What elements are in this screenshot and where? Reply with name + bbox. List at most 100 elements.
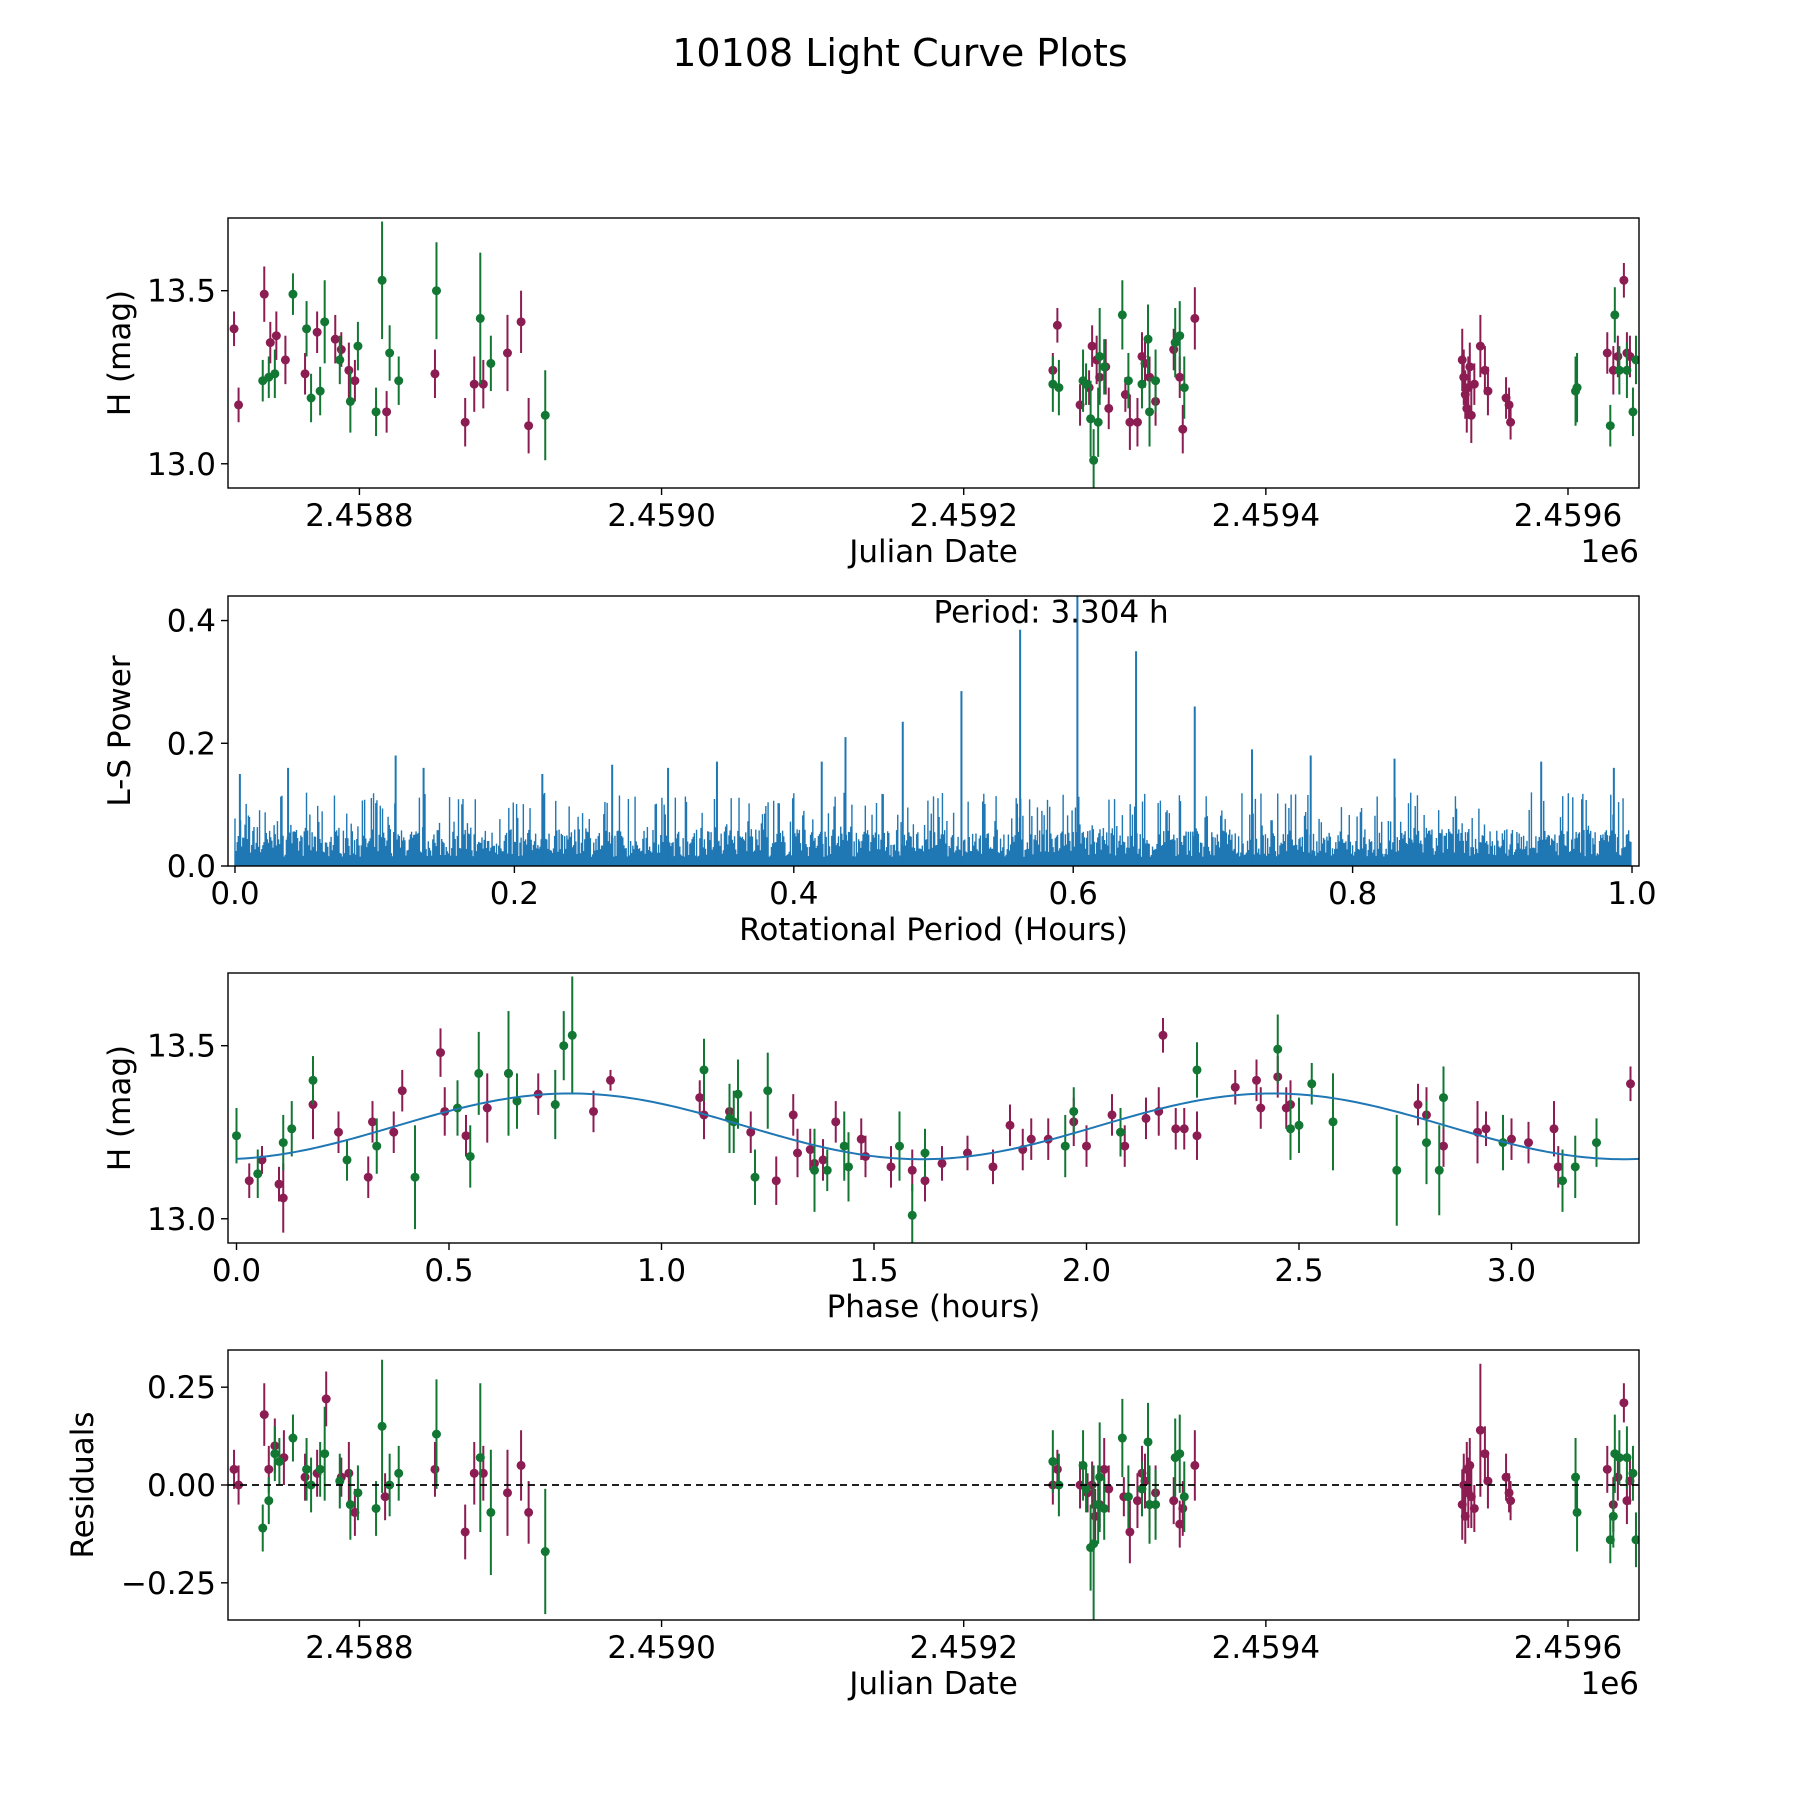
data-point xyxy=(1048,1457,1058,1467)
data-point xyxy=(1116,1127,1125,1137)
data-point xyxy=(1619,1398,1629,1408)
series-band-2 xyxy=(258,1359,1639,1620)
data-point xyxy=(363,1172,373,1182)
data-point xyxy=(1089,455,1099,465)
data-point xyxy=(410,1172,420,1182)
data-point xyxy=(907,1165,917,1175)
x-axis-label: Rotational Period (Hours) xyxy=(739,912,1128,948)
data-point xyxy=(380,1492,390,1502)
y-tick-label: −0.25 xyxy=(121,1566,216,1602)
data-point xyxy=(320,1449,330,1459)
data-point xyxy=(315,386,325,396)
data-point xyxy=(1095,351,1105,361)
data-point xyxy=(465,1151,475,1161)
periodogram-noise xyxy=(234,792,1632,866)
data-point xyxy=(353,341,363,351)
data-point xyxy=(771,1176,781,1186)
data-point xyxy=(1457,355,1467,365)
data-point xyxy=(342,1155,352,1165)
data-point xyxy=(1192,1065,1202,1075)
data-point xyxy=(699,1065,709,1075)
data-point xyxy=(920,1148,930,1158)
data-point xyxy=(394,1468,404,1478)
data-point xyxy=(1117,310,1127,320)
y-tick-label: 0.00 xyxy=(147,1468,216,1504)
x-tick-label: 0.4 xyxy=(769,876,818,912)
x-tick-label: 1.0 xyxy=(1607,876,1656,912)
data-point xyxy=(371,407,381,417)
data-point xyxy=(308,1075,318,1085)
y-axis-label: Residuals xyxy=(65,1411,101,1558)
data-point xyxy=(382,407,392,417)
y-axis-label: L-S Power xyxy=(102,655,138,806)
data-point xyxy=(377,1421,387,1431)
data-point xyxy=(320,317,330,327)
data-point xyxy=(1123,376,1133,386)
data-point xyxy=(486,1507,496,1517)
data-point xyxy=(486,358,496,368)
data-point xyxy=(1465,362,1475,372)
data-point xyxy=(1469,1503,1479,1513)
y-axis-label: H (mag) xyxy=(102,1045,138,1171)
data-point xyxy=(1469,379,1479,389)
data-point xyxy=(1256,1103,1266,1113)
data-point xyxy=(1610,310,1620,320)
data-point xyxy=(1619,275,1629,285)
data-point xyxy=(1104,1484,1114,1494)
data-point xyxy=(1504,400,1514,410)
data-point xyxy=(606,1075,615,1085)
data-point xyxy=(763,1086,773,1096)
period-annotation: Period: 3.304 h xyxy=(934,595,1169,631)
data-point xyxy=(368,1117,377,1127)
residuals-panel: 2.4588 2.4590 2.4592 2.4594 2.4596 0.25 0.00 −0… xyxy=(65,1349,1640,1702)
data-point xyxy=(474,1068,484,1078)
data-point xyxy=(397,1086,407,1096)
data-point xyxy=(469,1468,479,1478)
data-point xyxy=(1524,1138,1533,1148)
data-point xyxy=(1192,1131,1202,1141)
data-point xyxy=(1145,407,1155,417)
x-tick-label: 0.5 xyxy=(424,1253,473,1289)
data-point xyxy=(259,289,269,299)
data-point xyxy=(482,1103,492,1113)
data-point xyxy=(822,1165,832,1175)
data-point xyxy=(589,1106,598,1116)
data-point xyxy=(844,1162,853,1172)
data-point xyxy=(1137,379,1147,389)
data-point xyxy=(516,1460,526,1470)
x-tick-label: 0.0 xyxy=(210,876,259,912)
data-point xyxy=(244,1176,254,1186)
data-point xyxy=(278,1138,288,1148)
data-point xyxy=(1614,1453,1624,1463)
x-axis-label: Julian Date xyxy=(847,534,1018,570)
data-point xyxy=(937,1158,947,1168)
data-point xyxy=(502,348,512,358)
data-point xyxy=(1413,1100,1423,1110)
data-point xyxy=(385,348,395,358)
x-tick-label: 2.5 xyxy=(1274,1253,1323,1289)
data-point xyxy=(839,1141,849,1151)
y-axis-label: H (mag) xyxy=(102,290,138,416)
x-tick-label: 1.5 xyxy=(849,1253,898,1289)
data-point xyxy=(1125,417,1135,427)
data-point xyxy=(1571,1472,1581,1482)
data-point xyxy=(1466,410,1476,420)
data-point xyxy=(389,1127,399,1137)
data-point xyxy=(1572,383,1582,393)
y-tick-label: 13.5 xyxy=(147,1029,216,1065)
data-point xyxy=(287,1124,297,1134)
data-point xyxy=(1622,365,1632,375)
data-point xyxy=(1179,1124,1189,1134)
data-point xyxy=(1137,1484,1147,1494)
data-point xyxy=(805,1145,815,1155)
data-point xyxy=(345,1500,355,1510)
data-point xyxy=(234,400,244,410)
data-point xyxy=(1093,417,1103,427)
x-tick-label: 2.4594 xyxy=(1212,1630,1320,1666)
data-point xyxy=(1475,1425,1485,1435)
data-point xyxy=(540,410,550,420)
data-point xyxy=(1506,417,1516,427)
data-point xyxy=(371,1503,381,1513)
x-tick-label: 2.4592 xyxy=(909,498,1017,534)
